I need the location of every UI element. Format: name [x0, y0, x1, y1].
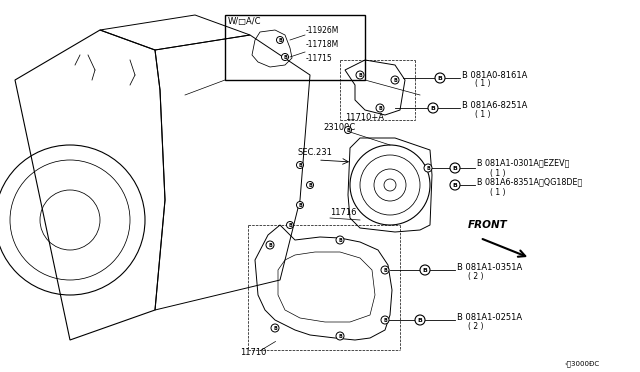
Text: B: B — [288, 222, 292, 228]
Text: B: B — [452, 183, 458, 187]
Text: B: B — [358, 73, 362, 77]
Text: B: B — [393, 77, 397, 83]
Text: B: B — [338, 334, 342, 339]
Text: B: B — [438, 76, 442, 80]
Text: ‹Ⓞ3000ÐC: ‹Ⓞ3000ÐC — [565, 360, 600, 367]
Text: W/□A/C: W/□A/C — [228, 17, 262, 26]
Text: ( 1 ): ( 1 ) — [475, 109, 490, 119]
Circle shape — [336, 332, 344, 340]
Text: 11716: 11716 — [330, 208, 356, 217]
Text: B: B — [383, 267, 387, 273]
Circle shape — [287, 221, 294, 228]
Circle shape — [428, 103, 438, 113]
Text: B: B — [452, 166, 458, 170]
Circle shape — [424, 164, 432, 172]
Circle shape — [356, 71, 364, 79]
Bar — [225, 15, 365, 80]
Text: B: B — [422, 267, 428, 273]
Text: 23100C: 23100C — [323, 123, 355, 132]
Text: 11710: 11710 — [240, 348, 266, 357]
Text: B: B — [417, 317, 422, 323]
Text: ( 1 ): ( 1 ) — [475, 78, 490, 87]
Text: SEC.231: SEC.231 — [298, 148, 333, 157]
Text: B 081A1-0351A: B 081A1-0351A — [457, 263, 522, 272]
Circle shape — [450, 163, 460, 173]
Circle shape — [435, 73, 445, 83]
Text: B: B — [268, 243, 272, 247]
Circle shape — [307, 182, 314, 189]
Text: B: B — [431, 106, 435, 110]
Text: ( 1 ): ( 1 ) — [490, 187, 506, 196]
Text: B 081A0-8161A: B 081A0-8161A — [462, 71, 527, 80]
Circle shape — [381, 316, 389, 324]
Text: ( 2 ): ( 2 ) — [468, 323, 483, 331]
Text: B: B — [338, 237, 342, 243]
Circle shape — [276, 36, 284, 44]
Text: B: B — [426, 166, 430, 170]
Text: -11926M: -11926M — [306, 26, 339, 35]
Circle shape — [450, 180, 460, 190]
Circle shape — [415, 315, 425, 325]
Circle shape — [381, 266, 389, 274]
Text: B 081A1-0301A（EZEV）: B 081A1-0301A（EZEV） — [477, 158, 570, 167]
Text: -11715: -11715 — [306, 54, 333, 63]
Text: B: B — [298, 163, 302, 167]
Circle shape — [282, 54, 289, 61]
Text: B: B — [383, 317, 387, 323]
Text: ( 2 ): ( 2 ) — [468, 273, 483, 282]
Text: ( 1 ): ( 1 ) — [490, 169, 506, 177]
Circle shape — [296, 202, 303, 208]
Circle shape — [391, 76, 399, 84]
Text: B: B — [378, 106, 382, 110]
Circle shape — [376, 104, 384, 112]
Circle shape — [266, 241, 274, 249]
Text: B: B — [273, 326, 277, 330]
Text: B 081A6-8251A: B 081A6-8251A — [462, 100, 527, 109]
Text: B: B — [308, 183, 312, 187]
Text: FRONT: FRONT — [468, 220, 508, 230]
Text: B: B — [278, 38, 282, 42]
Text: -11718M: -11718M — [306, 40, 339, 49]
Circle shape — [271, 324, 279, 332]
Circle shape — [344, 126, 351, 134]
Text: B 081A6-8351A（QG18DE）: B 081A6-8351A（QG18DE） — [477, 177, 582, 186]
Circle shape — [296, 161, 303, 169]
Circle shape — [420, 265, 430, 275]
Text: B: B — [346, 128, 350, 132]
Text: B: B — [283, 55, 287, 60]
Text: B 081A1-0251A: B 081A1-0251A — [457, 312, 522, 321]
Text: 11710+A: 11710+A — [345, 113, 384, 122]
Text: B: B — [298, 202, 302, 208]
Circle shape — [336, 236, 344, 244]
